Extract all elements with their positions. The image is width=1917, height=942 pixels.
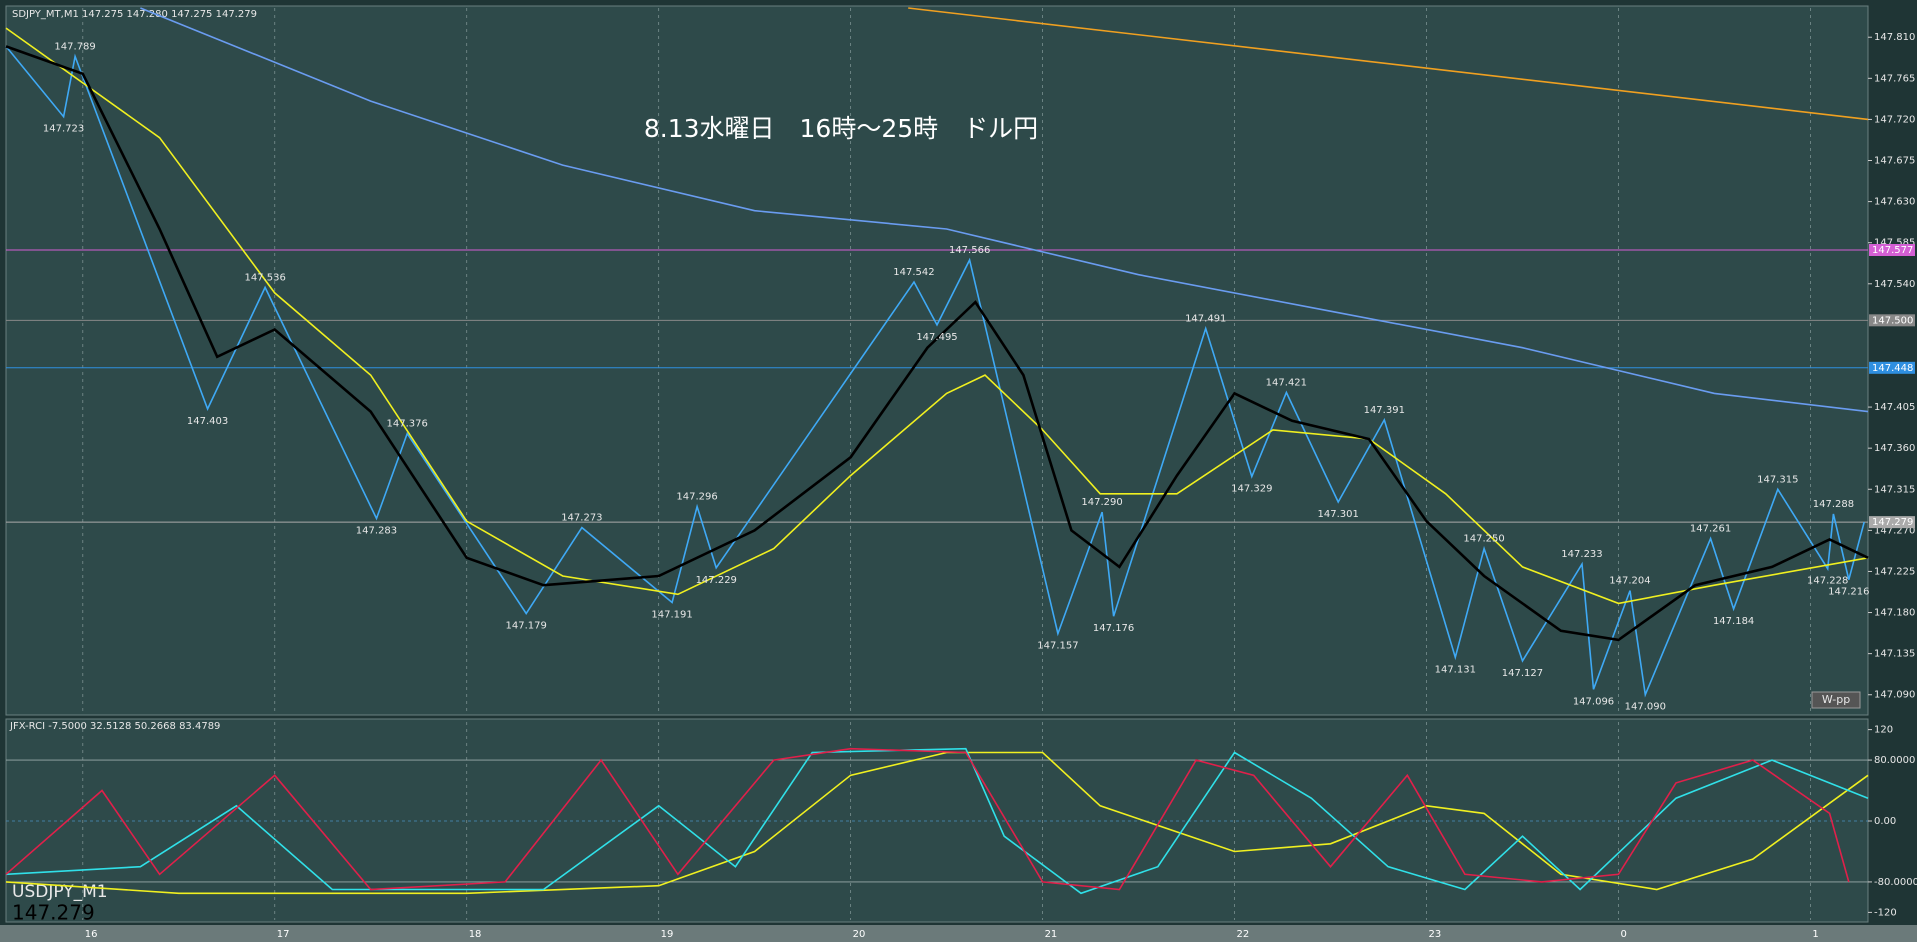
x-tick-label: 19 bbox=[661, 929, 674, 940]
price-tag-label: 147.500 bbox=[1872, 315, 1913, 326]
price-annotation: 147.261 bbox=[1690, 524, 1731, 535]
y-tick-label: 0.00 bbox=[1874, 816, 1896, 827]
x-tick-label: 16 bbox=[85, 929, 98, 940]
price-annotation: 147.090 bbox=[1625, 702, 1666, 713]
price-annotation: 147.179 bbox=[506, 620, 547, 631]
x-tick-label: 20 bbox=[853, 929, 866, 940]
price-tag bbox=[1869, 516, 1915, 529]
y-tick-label: 147.360 bbox=[1874, 443, 1915, 454]
price-annotation: 147.096 bbox=[1573, 696, 1614, 707]
y-tick-label: 147.675 bbox=[1874, 156, 1915, 167]
header-info: SDJPY_MT,M1 147.275 147.280 147.275 147.… bbox=[12, 9, 257, 20]
x-tick-label: 17 bbox=[277, 929, 290, 940]
price-annotation: 147.228 bbox=[1807, 576, 1848, 587]
price-annotation: 147.536 bbox=[244, 272, 285, 283]
last-price: 147.279 bbox=[12, 901, 95, 925]
x-tick-label: 21 bbox=[1045, 929, 1058, 940]
price-annotation: 147.723 bbox=[43, 124, 84, 135]
rci-panel bbox=[5, 718, 1869, 923]
price-annotation: 147.250 bbox=[1463, 534, 1504, 545]
price-annotation: 147.176 bbox=[1093, 623, 1134, 634]
badge: W-pp bbox=[1822, 693, 1850, 706]
x-tick-label: 0 bbox=[1620, 929, 1626, 940]
price-annotation: 147.495 bbox=[916, 332, 957, 343]
price-annotation: 147.296 bbox=[676, 492, 717, 503]
price-annotation: 147.229 bbox=[696, 575, 737, 586]
price-tag bbox=[1869, 361, 1915, 374]
series-line bbox=[140, 7, 1869, 413]
y-tick-label: 120 bbox=[1874, 725, 1893, 736]
price-annotation: 147.329 bbox=[1231, 483, 1272, 494]
price-annotation: 147.491 bbox=[1185, 314, 1226, 325]
price-annotation: 147.288 bbox=[1813, 499, 1854, 510]
series-line bbox=[5, 751, 1869, 895]
price-annotation: 147.403 bbox=[187, 416, 228, 427]
price-annotation: 147.542 bbox=[893, 267, 934, 278]
series-line bbox=[5, 45, 1869, 642]
price-tag-label: 147.577 bbox=[1872, 245, 1913, 256]
price-tag-label: 147.448 bbox=[1872, 363, 1913, 374]
price-panel bbox=[5, 5, 1869, 716]
y-tick-label: 147.315 bbox=[1874, 484, 1915, 495]
price-annotation: 147.376 bbox=[387, 419, 428, 430]
price-annotation: 147.216 bbox=[1828, 587, 1869, 598]
y-tick-label: 147.180 bbox=[1874, 608, 1915, 619]
price-annotation: 147.191 bbox=[651, 610, 692, 621]
x-tick-label: 22 bbox=[1237, 929, 1250, 940]
y-tick-label: 147.585 bbox=[1874, 238, 1915, 249]
price-annotation: 147.789 bbox=[54, 41, 95, 52]
title: 8.13水曜日 16時～25時 ドル円 bbox=[644, 114, 1038, 143]
y-tick-label: 80.0000 bbox=[1874, 755, 1915, 766]
price-annotation: 147.273 bbox=[561, 513, 602, 524]
x-tick-label: 23 bbox=[1428, 929, 1441, 940]
price-annotation: 147.157 bbox=[1037, 641, 1078, 652]
y-tick-label: 147.765 bbox=[1874, 73, 1915, 84]
price-annotation: 147.184 bbox=[1713, 616, 1754, 627]
y-tick-label: 147.405 bbox=[1874, 402, 1915, 413]
y-tick-label: 147.225 bbox=[1874, 566, 1915, 577]
price-annotation: 147.421 bbox=[1266, 377, 1307, 388]
y-tick-label: 147.270 bbox=[1874, 525, 1915, 536]
series-line bbox=[5, 747, 1850, 891]
y-tick-label: 147.630 bbox=[1874, 197, 1915, 208]
price-annotation: 147.131 bbox=[1435, 664, 1476, 675]
price-tag bbox=[1869, 244, 1915, 257]
y-tick-label: 147.720 bbox=[1874, 114, 1915, 125]
series-line bbox=[5, 45, 1865, 698]
price-annotation: 147.301 bbox=[1318, 509, 1359, 520]
price-annotation: 147.204 bbox=[1609, 576, 1650, 587]
price-annotation: 147.391 bbox=[1364, 405, 1405, 416]
time-axis bbox=[0, 925, 1917, 942]
y-tick-label: -120 bbox=[1874, 907, 1897, 918]
rci-info: JFX-RCI -7.5000 32.5128 50.2668 83.4789 bbox=[9, 721, 220, 732]
price-tag-label: 147.279 bbox=[1872, 517, 1913, 528]
price-annotation: 147.283 bbox=[356, 525, 397, 536]
price-annotation: 147.127 bbox=[1502, 668, 1543, 679]
price-annotation: 147.315 bbox=[1757, 474, 1798, 485]
x-tick-label: 18 bbox=[469, 929, 482, 940]
series-line bbox=[5, 747, 1869, 895]
price-annotation: 147.233 bbox=[1561, 549, 1602, 560]
price-annotation: 147.290 bbox=[1081, 497, 1122, 508]
series-line bbox=[908, 7, 1869, 121]
y-tick-label: 147.540 bbox=[1874, 279, 1915, 290]
y-tick-label: -80.0000 bbox=[1874, 877, 1917, 888]
y-tick-label: 147.810 bbox=[1874, 32, 1915, 43]
series-line bbox=[5, 27, 1869, 605]
y-tick-label: 147.090 bbox=[1874, 690, 1915, 701]
price-tag bbox=[1869, 314, 1915, 327]
badge-box bbox=[1811, 691, 1861, 709]
price-annotation: 147.566 bbox=[949, 245, 990, 256]
y-tick-label: 147.135 bbox=[1874, 649, 1915, 660]
x-tick-label: 1 bbox=[1812, 929, 1818, 940]
